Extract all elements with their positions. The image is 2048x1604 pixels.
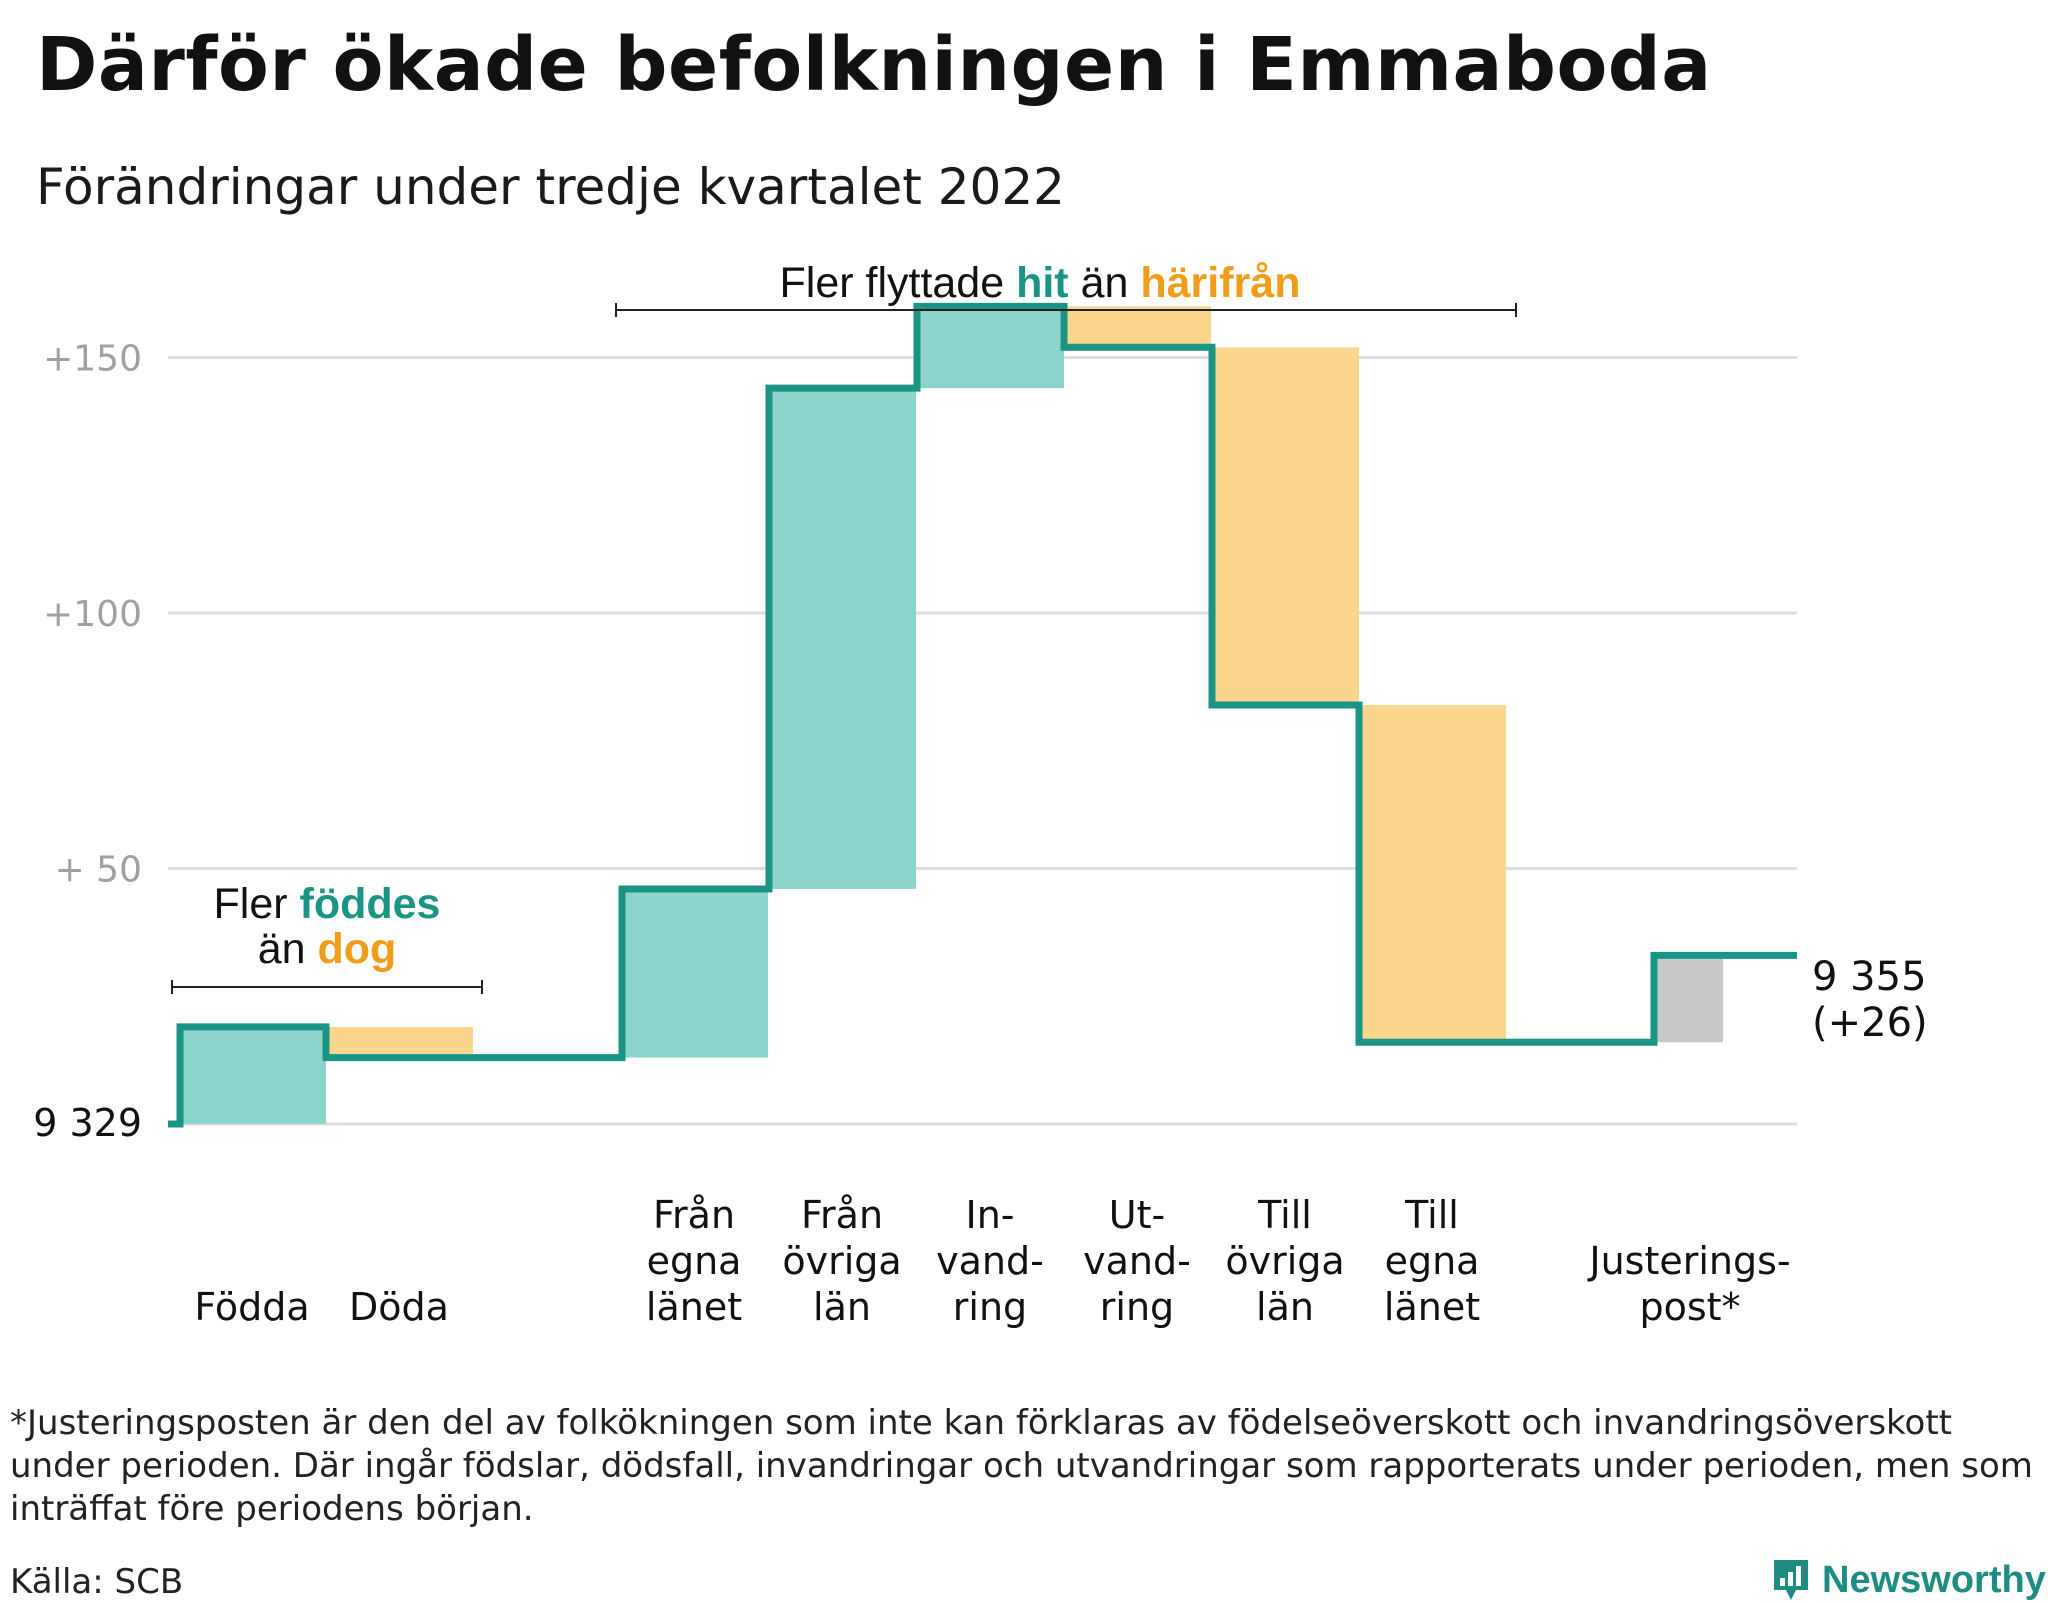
births-annotation-in: föddes <box>300 880 441 928</box>
births-annotation-out: dog <box>317 925 396 973</box>
category-label: länet <box>646 1285 742 1329</box>
category-label: ring <box>1100 1285 1174 1329</box>
bar <box>1358 704 1506 1043</box>
bar <box>768 388 916 889</box>
bar <box>1653 955 1723 1043</box>
end-value-label: 9 355 <box>1812 954 1927 1000</box>
category-label: Från <box>801 1193 883 1237</box>
brand-name: Newsworthy <box>1822 1558 2046 1601</box>
category-label: Till <box>1404 1193 1459 1237</box>
y-tick-label: +150 <box>43 339 142 380</box>
category-label: vand- <box>936 1239 1044 1283</box>
step-line <box>168 302 1797 1128</box>
newsworthy-logo-icon <box>1774 1560 1808 1600</box>
category-label: Födda <box>194 1285 309 1329</box>
y-tick-label: +100 <box>43 594 142 635</box>
category-label: egna <box>647 1239 742 1283</box>
y-tick-label: + 50 <box>55 850 142 891</box>
footnote: *Justeringsposten är den del av folkökni… <box>10 1403 2033 1529</box>
svg-text:Fler flyttade hit än härifrån: Fler flyttade hit än härifrån <box>780 259 1301 307</box>
category-label: ring <box>953 1285 1027 1329</box>
bar <box>1211 347 1359 705</box>
category-label: övriga <box>1225 1239 1344 1283</box>
migration-annotation-in: hit <box>1016 259 1069 307</box>
births-annotation-plain2: än <box>258 925 318 973</box>
migration-annotation-plain1: Fler flyttade <box>780 259 1017 307</box>
category-label: Ut- <box>1109 1193 1165 1237</box>
chart-title: Därför ökade befolkningen i Emmaboda <box>36 22 1712 108</box>
bars <box>178 306 1723 1124</box>
bar <box>1063 306 1211 348</box>
category-label: post* <box>1639 1285 1740 1329</box>
waterfall-chart: + 50+100+150 Födda DödaFrånegnalänetFrånö… <box>33 259 1928 1329</box>
category-label: In- <box>965 1193 1014 1237</box>
category-label: Döda <box>349 1285 449 1329</box>
births-annotation-plain1: Fler <box>214 880 300 928</box>
step-line-group <box>168 302 1797 1128</box>
migration-annotation-out: härifrån <box>1140 259 1300 307</box>
category-label: Från <box>653 1193 735 1237</box>
bar <box>916 306 1064 389</box>
end-change-label: (+26) <box>1812 1000 1928 1046</box>
category-label: län <box>813 1285 871 1329</box>
births-annotation: Fler föddes än dog <box>171 880 483 994</box>
source-label: Källa: SCB <box>10 1562 184 1602</box>
brand: Newsworthy <box>1770 1556 2046 1604</box>
bar <box>178 1026 326 1124</box>
migration-annotation-plain2: än <box>1069 259 1141 307</box>
category-labels: Födda DödaFrånegnalänetFrånövrigalänIn-va… <box>194 1193 1790 1329</box>
svg-text:Fler föddes: Fler föddes <box>214 880 441 928</box>
start-value-label: 9 329 <box>33 1101 142 1145</box>
migration-annotation: Fler flyttade hit än härifrån <box>615 259 1517 317</box>
svg-text:än dog: än dog <box>258 925 397 973</box>
category-label: egna <box>1385 1239 1480 1283</box>
category-label: länet <box>1384 1285 1480 1329</box>
category-label: län <box>1256 1285 1314 1329</box>
category-label: Till <box>1257 1193 1312 1237</box>
bar <box>620 888 768 1058</box>
category-label: Justerings- <box>1587 1239 1790 1283</box>
gridlines: + 50 +100 +150 <box>43 339 1797 1126</box>
bar <box>325 1026 473 1058</box>
category-label: övriga <box>782 1239 901 1283</box>
chart-subtitle: Förändringar under tredje kvartalet 2022 <box>36 158 1065 216</box>
category-label: vand- <box>1083 1239 1191 1283</box>
